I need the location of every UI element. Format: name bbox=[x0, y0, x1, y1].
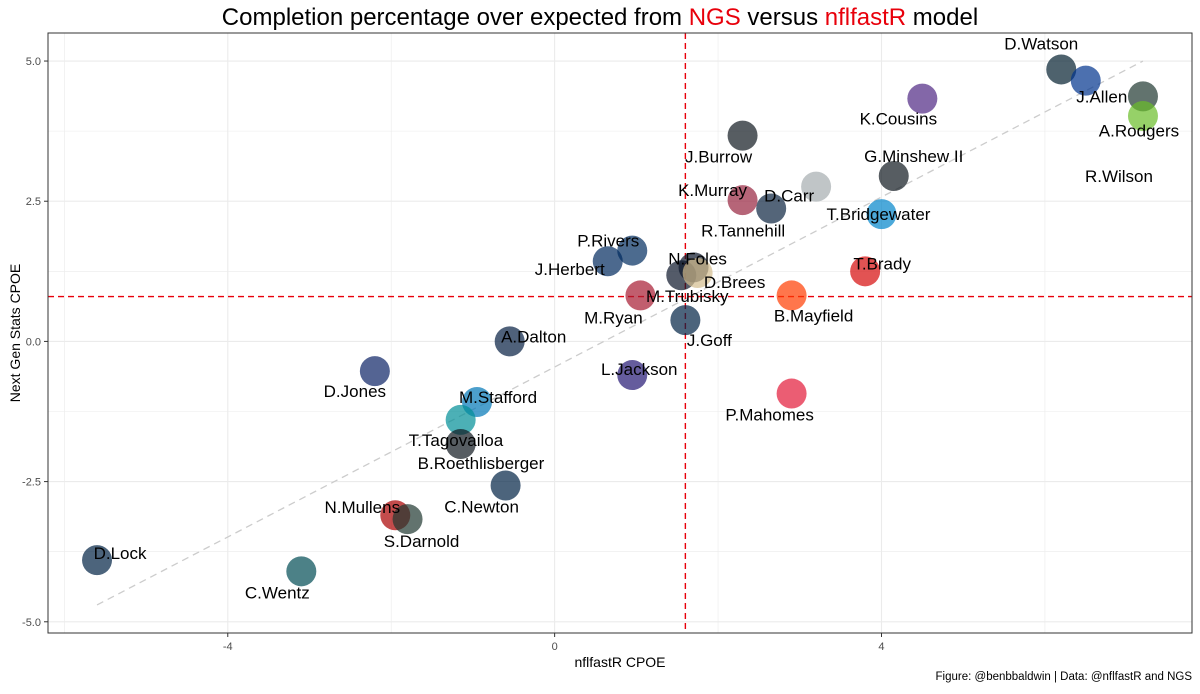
point-t-brady bbox=[850, 256, 881, 287]
plot-border bbox=[47, 32, 1193, 634]
point-d-brees bbox=[682, 258, 713, 288]
title-middle: versus bbox=[740, 4, 825, 31]
point-c-wentz bbox=[286, 556, 317, 587]
label-p-rivers: P.Rivers bbox=[577, 232, 639, 251]
label-l-jackson: L.Jackson bbox=[601, 360, 678, 379]
label-p-mahomes: P.Mahomes bbox=[725, 406, 814, 425]
label-m-ryan: M.Ryan bbox=[584, 308, 643, 327]
chart-caption: Figure: @benbbaldwin | Data: @nflfastR a… bbox=[935, 671, 1192, 683]
point-b-roethlisberger bbox=[445, 429, 476, 460]
title-suffix: model bbox=[906, 4, 979, 31]
label-b-roethlisberger: B.Roethlisberger bbox=[418, 454, 545, 473]
point-p-mahomes bbox=[776, 378, 807, 409]
label-n-foles: N.Foles bbox=[668, 249, 727, 268]
y-tick-label: -2.5 bbox=[22, 477, 41, 489]
y-tick-label: -5.0 bbox=[22, 617, 41, 629]
point-j-allen bbox=[1070, 65, 1101, 96]
label-c-wentz: C.Wentz bbox=[245, 583, 310, 602]
chart-title: Completion percentage over expected from… bbox=[0, 4, 1200, 32]
point-g-minshew-ii bbox=[878, 160, 909, 191]
label-t-bridgewater: T.Bridgewater bbox=[827, 205, 931, 224]
label-d-carr: D.Carr bbox=[764, 187, 814, 206]
label-t-tagovailoa: T.Tagovailoa bbox=[409, 431, 504, 450]
point-m-ryan bbox=[625, 280, 656, 311]
title-prefix: Completion percentage over expected from bbox=[221, 4, 689, 31]
x-tick-label: 4 bbox=[878, 641, 884, 653]
point-t-tagovailoa bbox=[445, 404, 476, 435]
label-a-dalton: A.Dalton bbox=[501, 327, 566, 346]
title-nflfastr: nflfastR bbox=[824, 4, 907, 31]
y-tick-label: 5.0 bbox=[26, 56, 41, 68]
label-d-jones: D.Jones bbox=[324, 382, 386, 401]
label-r-tannehill: R.Tannehill bbox=[701, 222, 785, 241]
point-l-jackson bbox=[617, 360, 648, 391]
label-d-brees: D.Brees bbox=[704, 273, 765, 292]
x-tick-label: 0 bbox=[552, 641, 558, 653]
point-c-newton bbox=[490, 470, 521, 501]
y-axis-title: Next Gen Stats CPOE bbox=[7, 264, 23, 403]
y-tick-label: 2.5 bbox=[26, 196, 41, 208]
label-k-murray: K.Murray bbox=[678, 181, 747, 200]
label-j-herbert: J.Herbert bbox=[535, 260, 605, 279]
y-tick-label: 0.0 bbox=[26, 336, 41, 348]
point-r-wilson bbox=[1127, 100, 1158, 131]
point-s-darnold bbox=[392, 504, 423, 535]
point-j-herbert bbox=[592, 246, 623, 277]
point-b-mayfield bbox=[776, 280, 807, 311]
label-k-cousins: K.Cousins bbox=[860, 110, 937, 129]
label-b-mayfield: B.Mayfield bbox=[774, 306, 853, 325]
label-d-lock: D.Lock bbox=[94, 544, 147, 563]
point-j-burrow bbox=[727, 120, 758, 151]
label-s-darnold: S.Darnold bbox=[384, 532, 460, 551]
point-k-cousins bbox=[907, 83, 938, 114]
point-j-goff bbox=[670, 305, 701, 336]
label-m-stafford: M.Stafford bbox=[459, 388, 537, 407]
label-n-mullens: N.Mullens bbox=[324, 498, 400, 517]
label-j-goff: J.Goff bbox=[687, 331, 732, 350]
label-a-rodgers: A.Rodgers bbox=[1099, 121, 1179, 140]
point-d-jones bbox=[359, 356, 390, 387]
label-m-trubisky: M.Trubisky bbox=[646, 287, 729, 306]
label-j-allen: J.Allen bbox=[1076, 88, 1127, 107]
label-c-newton: C.Newton bbox=[444, 498, 519, 517]
label-g-minshew-ii: G.Minshew II bbox=[864, 147, 963, 166]
point-d-lock bbox=[82, 545, 113, 576]
label-r-wilson: R.Wilson bbox=[1085, 167, 1153, 186]
label-j-burrow: J.Burrow bbox=[685, 148, 753, 167]
point-d-watson bbox=[1046, 54, 1077, 85]
point-d-carr bbox=[801, 171, 832, 202]
label-t-brady: T.Brady bbox=[853, 254, 911, 273]
point-k-murray bbox=[727, 185, 758, 216]
title-ngs: NGS bbox=[688, 4, 741, 31]
x-tick-label: -4 bbox=[223, 641, 233, 653]
point-t-bridgewater bbox=[866, 199, 897, 230]
point-a-dalton bbox=[494, 326, 525, 357]
label-d-watson: D.Watson bbox=[1004, 34, 1078, 53]
trend-line bbox=[96, 60, 1144, 606]
x-axis-title: nflfastR CPOE bbox=[574, 654, 665, 670]
point-r-tannehill bbox=[756, 193, 787, 224]
point-p-rivers bbox=[617, 235, 648, 266]
